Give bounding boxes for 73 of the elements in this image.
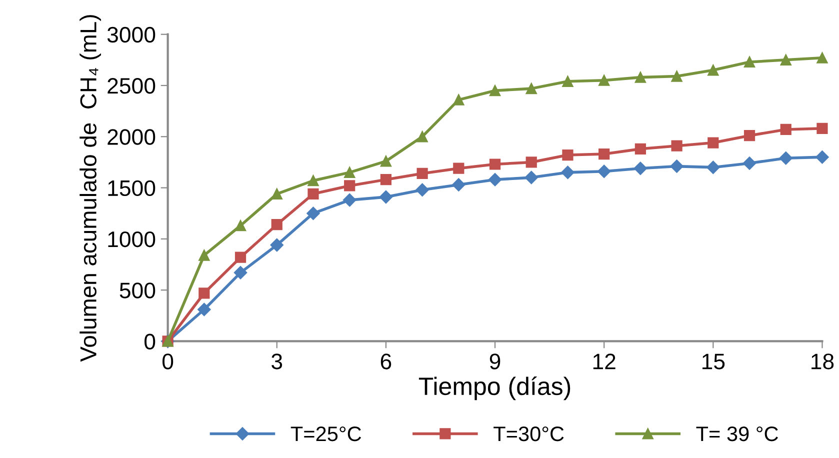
- point: [562, 149, 574, 161]
- point: [453, 94, 464, 106]
- point: [379, 190, 393, 204]
- point: [344, 166, 356, 178]
- point: [234, 252, 246, 263]
- x-tick-label: 0: [162, 354, 174, 370]
- y-tick-label: 500: [120, 282, 156, 298]
- y-tick-label: 2500: [108, 78, 156, 94]
- point: [416, 183, 429, 196]
- point: [562, 76, 574, 87]
- point: [780, 54, 792, 66]
- point: [234, 220, 246, 232]
- y-tick-label: 1000: [108, 231, 156, 248]
- point: [671, 70, 682, 82]
- point: [342, 193, 356, 207]
- point: [634, 72, 646, 83]
- point: [270, 238, 284, 252]
- point: [198, 250, 210, 261]
- point: [308, 188, 319, 200]
- y-axis-title: Volumen acumulado de CH₄ (mL): [80, 15, 101, 362]
- point: [380, 174, 392, 186]
- point: [671, 140, 682, 152]
- point: [489, 158, 501, 170]
- x-axis-title: Tiempo (días): [418, 376, 570, 400]
- point: [488, 173, 502, 186]
- point: [561, 166, 574, 180]
- point: [742, 156, 756, 170]
- point: [271, 188, 282, 200]
- point: [816, 150, 829, 164]
- point: [816, 52, 828, 64]
- point: [524, 170, 538, 184]
- point: [779, 152, 792, 165]
- y-tick-label: 2000: [108, 129, 156, 145]
- point: [306, 206, 320, 220]
- point: [308, 175, 319, 186]
- point: [344, 180, 356, 192]
- point: [489, 85, 501, 96]
- point: [271, 219, 282, 230]
- point: [598, 148, 610, 160]
- point: [526, 83, 537, 94]
- point: [198, 288, 210, 299]
- point: [416, 131, 428, 142]
- point: [780, 124, 792, 136]
- point: [453, 162, 464, 174]
- point: [198, 302, 211, 316]
- point: [416, 168, 428, 180]
- x-tick-label: 18: [812, 354, 834, 370]
- x-tick-label: 9: [490, 354, 500, 370]
- point: [380, 156, 392, 167]
- point: [597, 164, 611, 178]
- x-tick-label: 6: [380, 354, 392, 370]
- point: [634, 162, 648, 175]
- point: [744, 56, 756, 68]
- legend-label: T=30°C: [494, 426, 564, 442]
- x-tick-label: 3: [272, 354, 282, 370]
- point: [816, 122, 828, 134]
- x-tick-label: 12: [593, 354, 616, 370]
- point: [598, 74, 610, 86]
- point: [634, 143, 646, 154]
- point: [708, 64, 719, 76]
- point: [706, 160, 720, 174]
- point: [708, 137, 719, 148]
- y-tick-label: 0: [144, 334, 156, 350]
- point: [234, 266, 248, 280]
- y-tick-label: 3000: [107, 26, 156, 43]
- legend-label: T=25°C: [290, 426, 362, 442]
- y-tick-label: 1500: [108, 180, 156, 196]
- point: [744, 130, 756, 142]
- x-tick-label: 15: [702, 354, 725, 370]
- legend-label: T= 39 °C: [696, 426, 778, 442]
- point: [670, 160, 684, 173]
- point: [452, 178, 466, 192]
- point: [526, 156, 537, 168]
